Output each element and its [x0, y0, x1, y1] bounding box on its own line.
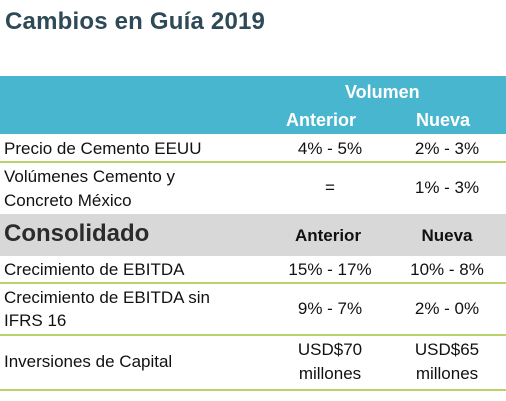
row-value-previous-line-2: millones [298, 364, 362, 383]
row-value-previous: 4% - 5% [297, 139, 363, 158]
table-row: Volúmenes Cemento y Concreto México = 1%… [0, 165, 506, 213]
row-value-new-line-1: USD$65 [414, 340, 480, 359]
row-value-new: 2% - 3% [414, 139, 480, 158]
row-value-previous: 15% - 17% [288, 260, 372, 279]
consolidated-title: Consolidado [4, 220, 150, 247]
table-row: Precio de Cemento EEUU 4% - 5% 2% - 3% [0, 137, 506, 161]
row-label: Precio de Cemento EEUU [4, 139, 202, 158]
page-title: Cambios en Guía 2019 [5, 8, 266, 35]
table-row: Crecimiento de EBITDA 15% - 17% 10% - 8% [0, 258, 506, 282]
row-divider [0, 282, 506, 284]
row-label-line-2: Concreto México [4, 191, 132, 210]
consolidated-column-new: Nueva [421, 226, 473, 245]
row-value-new: 10% - 8% [410, 260, 484, 279]
row-value-previous: 9% - 7% [297, 299, 363, 318]
row-value-previous-line-1: USD$70 [297, 340, 363, 359]
row-label-line-2: IFRS 16 [4, 311, 67, 330]
volume-group-label: Volumen [345, 82, 420, 102]
table-row: Crecimiento de EBITDA sin IFRS 16 9% - 7… [0, 286, 506, 334]
row-divider [0, 161, 506, 163]
row-value-new: 1% - 3% [414, 178, 480, 197]
row-value-new-line-2: millones [415, 364, 479, 383]
consolidated-column-previous: Anterior [294, 226, 362, 245]
row-value-new: 2% - 0% [414, 299, 480, 318]
column-header-new: Nueva [416, 110, 471, 130]
column-header-previous: Anterior [286, 110, 357, 130]
row-label-line-1: Volúmenes Cemento y [4, 167, 176, 186]
row-divider [0, 334, 506, 336]
consolidated-header: Consolidado Anterior Nueva [0, 214, 506, 256]
row-value-previous: = [325, 178, 335, 197]
row-label-line-1: Crecimiento de EBITDA sin [4, 288, 210, 307]
row-divider [0, 389, 506, 391]
row-label: Inversiones de Capital [4, 352, 173, 371]
row-label: Crecimiento de EBITDA [4, 260, 185, 279]
volume-header: Volumen Anterior Nueva [0, 76, 506, 134]
table-row: Inversiones de Capital USD$70 millones U… [0, 338, 506, 388]
